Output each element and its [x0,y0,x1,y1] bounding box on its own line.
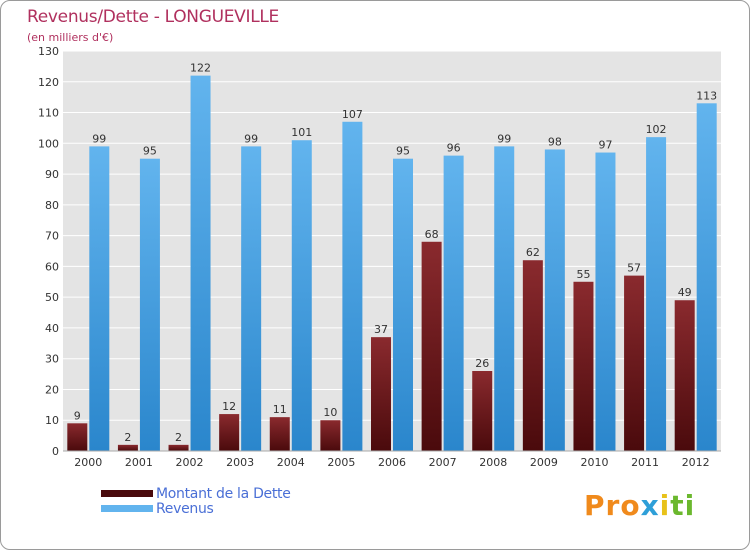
y-tick-label: 80 [45,199,59,212]
y-tick-label: 90 [45,168,59,181]
data-label: 11 [273,403,287,416]
x-tick-label: 2000 [74,456,102,469]
bar-revenue [443,155,464,451]
y-tick-label: 10 [45,414,59,427]
x-tick-label: 2011 [631,456,659,469]
legend-swatch-revenue [101,505,153,512]
bar-revenue [342,121,363,452]
data-label: 62 [526,246,540,259]
bar-debt [522,260,543,451]
bar-debt [219,414,240,451]
bar-revenue [190,75,211,451]
data-label: 37 [374,323,388,336]
data-label: 107 [342,108,363,121]
data-label: 113 [696,89,717,102]
y-tick-label: 20 [45,383,59,396]
bar-revenue [393,158,413,451]
bar-revenue [241,146,262,451]
y-tick-label: 50 [45,291,59,304]
x-tick-label: 2008 [479,456,507,469]
data-label: 12 [222,400,236,413]
data-label: 96 [447,142,461,155]
bar-revenue [646,137,667,451]
legend-label-debt: Montant de la Dette [156,486,291,502]
data-label: 95 [396,145,410,158]
data-label: 68 [425,228,439,241]
data-label: 57 [627,262,641,275]
data-label: 122 [190,62,211,75]
bar-revenue [696,103,717,452]
y-tick-label: 40 [45,322,59,335]
x-tick-label: 2007 [429,456,457,469]
y-tick-label: 110 [38,107,59,120]
bar-revenue [544,149,565,451]
y-tick-label: 130 [38,45,59,58]
bar-debt [269,417,290,451]
data-label: 98 [548,135,562,148]
data-label: 99 [497,132,511,145]
y-tick-label: 100 [38,137,59,150]
x-tick-label: 2003 [226,456,254,469]
data-label: 26 [475,357,489,370]
data-label: 2 [175,431,182,444]
x-tick-label: 2005 [327,456,355,469]
y-tick-label: 30 [45,353,59,366]
bar-debt [168,444,189,451]
data-label: 101 [291,126,312,139]
data-label: 2 [124,431,131,444]
y-tick-label: 120 [38,76,59,89]
data-label: 55 [576,268,590,281]
bar-debt [421,241,442,451]
data-label: 99 [92,132,106,145]
x-tick-label: 2004 [277,456,305,469]
x-tick-label: 2002 [176,456,204,469]
legend-label-revenue: Revenus [156,501,214,517]
bar-revenue [595,152,616,452]
bar-revenue [139,158,160,451]
plot-area [63,51,721,451]
x-tick-label: 2010 [580,456,608,469]
x-tick-label: 2012 [682,456,710,469]
x-tick-label: 2006 [378,456,406,469]
bar-revenue [89,146,110,451]
data-label: 49 [678,286,692,299]
bar-debt [371,337,391,451]
bar-debt [117,444,138,451]
data-label: 102 [646,123,667,136]
chart-title: Revenus/Dette - LONGUEVILLE [27,7,279,27]
data-label: 9 [74,409,81,422]
bar-revenue [494,146,515,451]
bar-debt [67,423,88,451]
bar-revenue [291,140,312,451]
bar-debt [320,420,341,451]
data-label: 95 [143,145,157,158]
bar-debt [674,300,695,451]
y-tick-label: 0 [52,445,59,458]
chart-subtitle: (en milliers d'€) [27,31,114,44]
bar-debt [624,275,645,451]
x-tick-label: 2009 [530,456,558,469]
bar-debt [472,371,493,451]
y-tick-label: 70 [45,230,59,243]
data-label: 99 [244,132,258,145]
bar-debt [573,281,594,451]
proxiti-logo: Proxiti [584,489,696,522]
y-tick-label: 60 [45,260,59,273]
x-tick-label: 2001 [125,456,153,469]
data-label: 10 [323,406,337,419]
legend-swatch-debt [101,490,153,497]
data-label: 97 [598,139,612,152]
